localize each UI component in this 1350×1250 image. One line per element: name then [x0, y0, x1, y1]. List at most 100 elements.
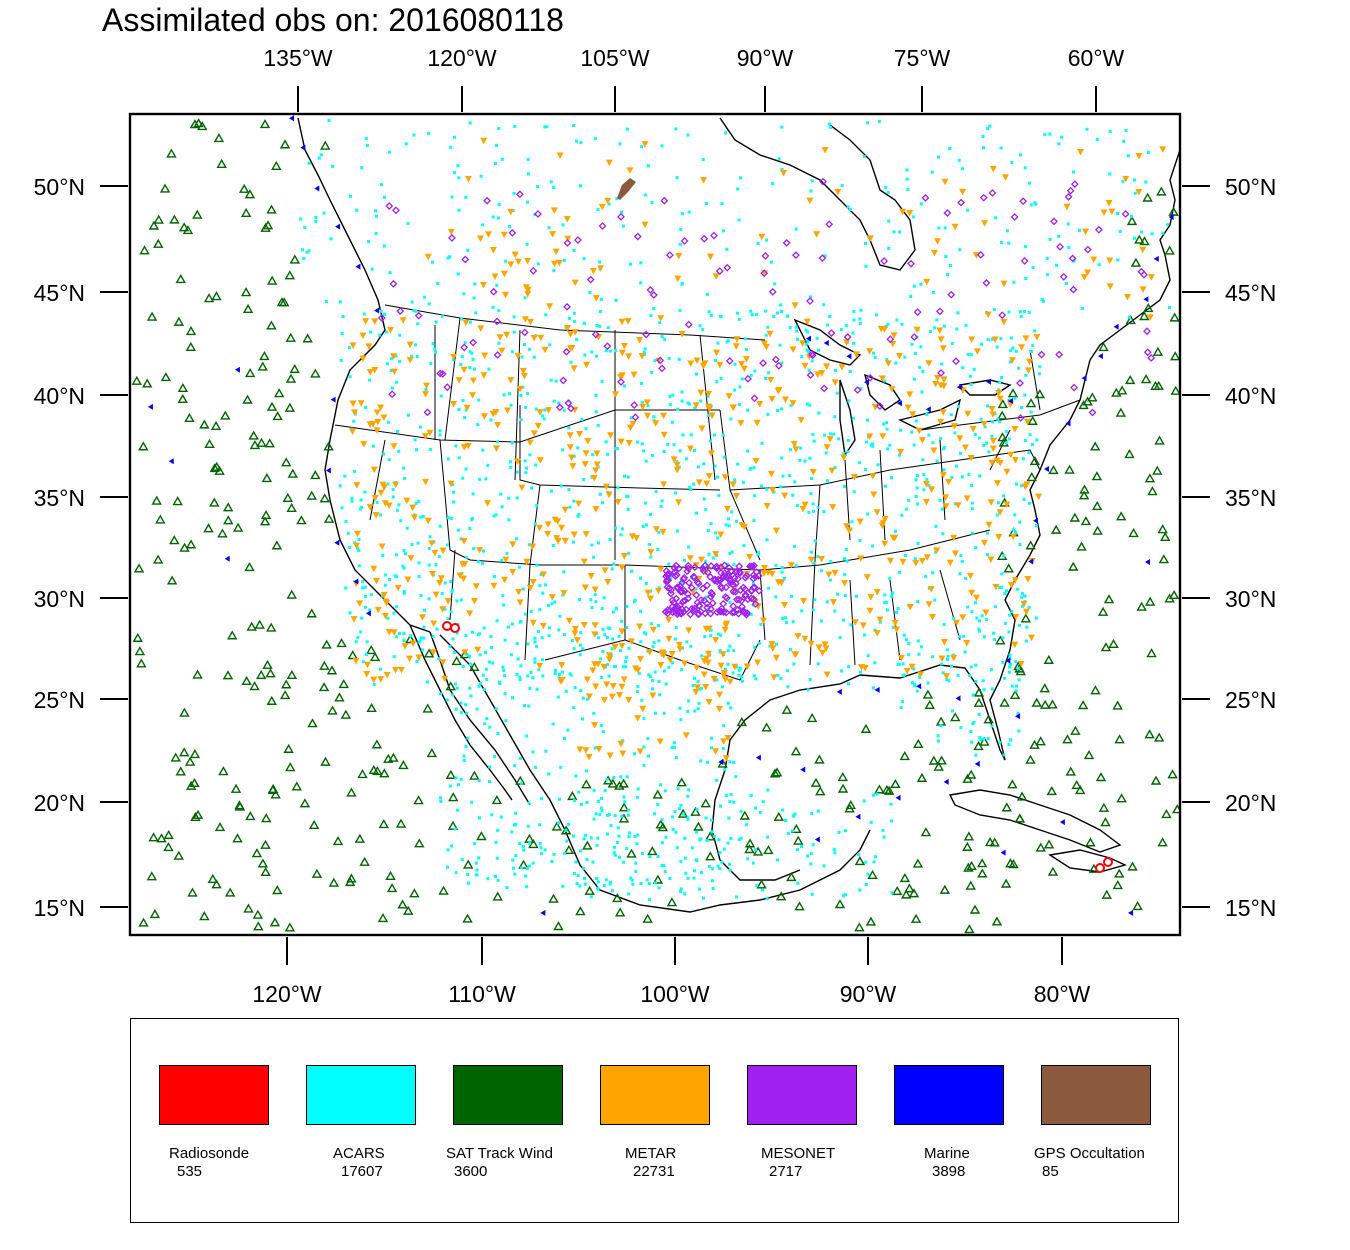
- acars-marker: [686, 816, 690, 820]
- acars-marker: [579, 631, 583, 635]
- metar-marker: [780, 169, 788, 177]
- sat-wind-marker: [844, 803, 855, 813]
- acars-marker: [427, 597, 431, 601]
- metar-marker: [536, 409, 544, 416]
- acars-marker: [843, 557, 847, 561]
- acars-marker: [947, 679, 951, 683]
- metar-marker: [699, 363, 707, 370]
- acars-marker: [940, 362, 944, 366]
- acars-marker: [656, 547, 660, 551]
- mesonet-marker: [1019, 197, 1028, 206]
- acars-marker: [1023, 393, 1027, 397]
- acars-marker: [791, 620, 795, 624]
- metar-marker: [716, 361, 724, 369]
- acars-marker: [781, 616, 785, 620]
- mesonet-marker: [385, 202, 394, 210]
- metar-marker: [611, 644, 619, 651]
- acars-marker: [659, 783, 663, 787]
- acars-marker: [474, 873, 478, 877]
- metar-marker: [595, 745, 603, 753]
- acars-marker: [822, 510, 826, 514]
- acars-marker: [464, 745, 468, 749]
- acars-marker: [578, 653, 582, 657]
- acars-marker: [1054, 263, 1058, 267]
- acars-marker: [643, 501, 647, 505]
- sat-wind-marker: [320, 756, 331, 766]
- acars-marker: [809, 550, 813, 554]
- acars-marker: [927, 484, 931, 488]
- mesonet-marker: [414, 311, 423, 320]
- acars-marker: [701, 328, 705, 332]
- sat-wind-marker: [178, 222, 190, 232]
- sat-wind-marker: [1144, 729, 1155, 739]
- acars-marker: [561, 448, 565, 452]
- metar-marker: [722, 755, 730, 762]
- sat-wind-marker: [1156, 186, 1167, 196]
- acars-marker: [402, 639, 406, 643]
- acars-marker: [735, 519, 739, 523]
- marine-marker: [234, 366, 240, 373]
- acars-marker: [593, 593, 597, 597]
- sat-wind-marker: [163, 842, 174, 852]
- marine-marker: [353, 578, 359, 585]
- right-lat-label: 15°N: [1225, 895, 1276, 921]
- sat-wind-marker: [977, 868, 988, 878]
- sat-wind-marker: [677, 808, 689, 818]
- metar-marker: [934, 374, 942, 382]
- sat-wind-marker: [302, 333, 313, 343]
- acars-marker: [616, 486, 620, 490]
- acars-marker: [687, 402, 691, 406]
- legend-count: 85: [1042, 1163, 1059, 1180]
- sat-wind-marker: [190, 811, 201, 821]
- sat-wind-marker: [323, 441, 334, 451]
- metar-marker: [1008, 357, 1016, 364]
- acars-marker: [581, 647, 585, 651]
- acars-marker: [725, 247, 729, 251]
- acars-marker: [543, 125, 547, 129]
- acars-marker: [471, 357, 475, 361]
- acars-marker: [662, 449, 666, 453]
- acars-marker: [414, 343, 418, 347]
- acars-marker: [402, 549, 406, 553]
- sat-wind-marker: [476, 831, 487, 841]
- acars-marker: [990, 434, 994, 438]
- acars-marker: [339, 358, 343, 362]
- acars-marker: [474, 311, 478, 315]
- mesonet-marker: [563, 302, 571, 311]
- metar-marker: [703, 480, 711, 488]
- metar-marker: [390, 368, 398, 376]
- acars-marker: [468, 366, 472, 370]
- acars-marker: [740, 377, 744, 381]
- sat-wind-marker: [996, 410, 1008, 420]
- acars-marker: [724, 523, 728, 527]
- mesonet-marker: [1070, 180, 1079, 189]
- sat-wind-marker: [1100, 642, 1112, 652]
- metar-marker: [370, 565, 378, 573]
- mesonet-marker: [742, 571, 751, 580]
- acars-marker: [387, 150, 391, 154]
- acars-marker: [557, 673, 561, 677]
- acars-marker: [496, 732, 500, 736]
- metar-marker: [620, 676, 628, 684]
- acars-marker: [516, 657, 520, 661]
- acars-marker: [798, 459, 802, 463]
- acars-marker: [1034, 202, 1038, 206]
- metar-marker: [710, 676, 718, 683]
- mesonet-marker: [736, 586, 745, 595]
- acars-marker: [793, 480, 797, 484]
- metar-marker: [720, 738, 728, 745]
- metar-marker: [685, 627, 693, 634]
- metar-marker: [636, 623, 644, 630]
- acars-marker: [912, 377, 916, 381]
- acars-marker: [485, 678, 489, 682]
- sat-wind-marker: [289, 254, 301, 264]
- acars-marker: [751, 861, 755, 865]
- right-lat-label: 50°N: [1225, 174, 1276, 200]
- acars-marker: [1010, 684, 1014, 688]
- acars-marker: [523, 612, 527, 616]
- metar-marker: [371, 494, 379, 502]
- metar-marker: [545, 407, 553, 414]
- sat-wind-marker: [1168, 589, 1180, 600]
- sat-wind-marker: [244, 561, 255, 572]
- metar-marker: [693, 357, 701, 365]
